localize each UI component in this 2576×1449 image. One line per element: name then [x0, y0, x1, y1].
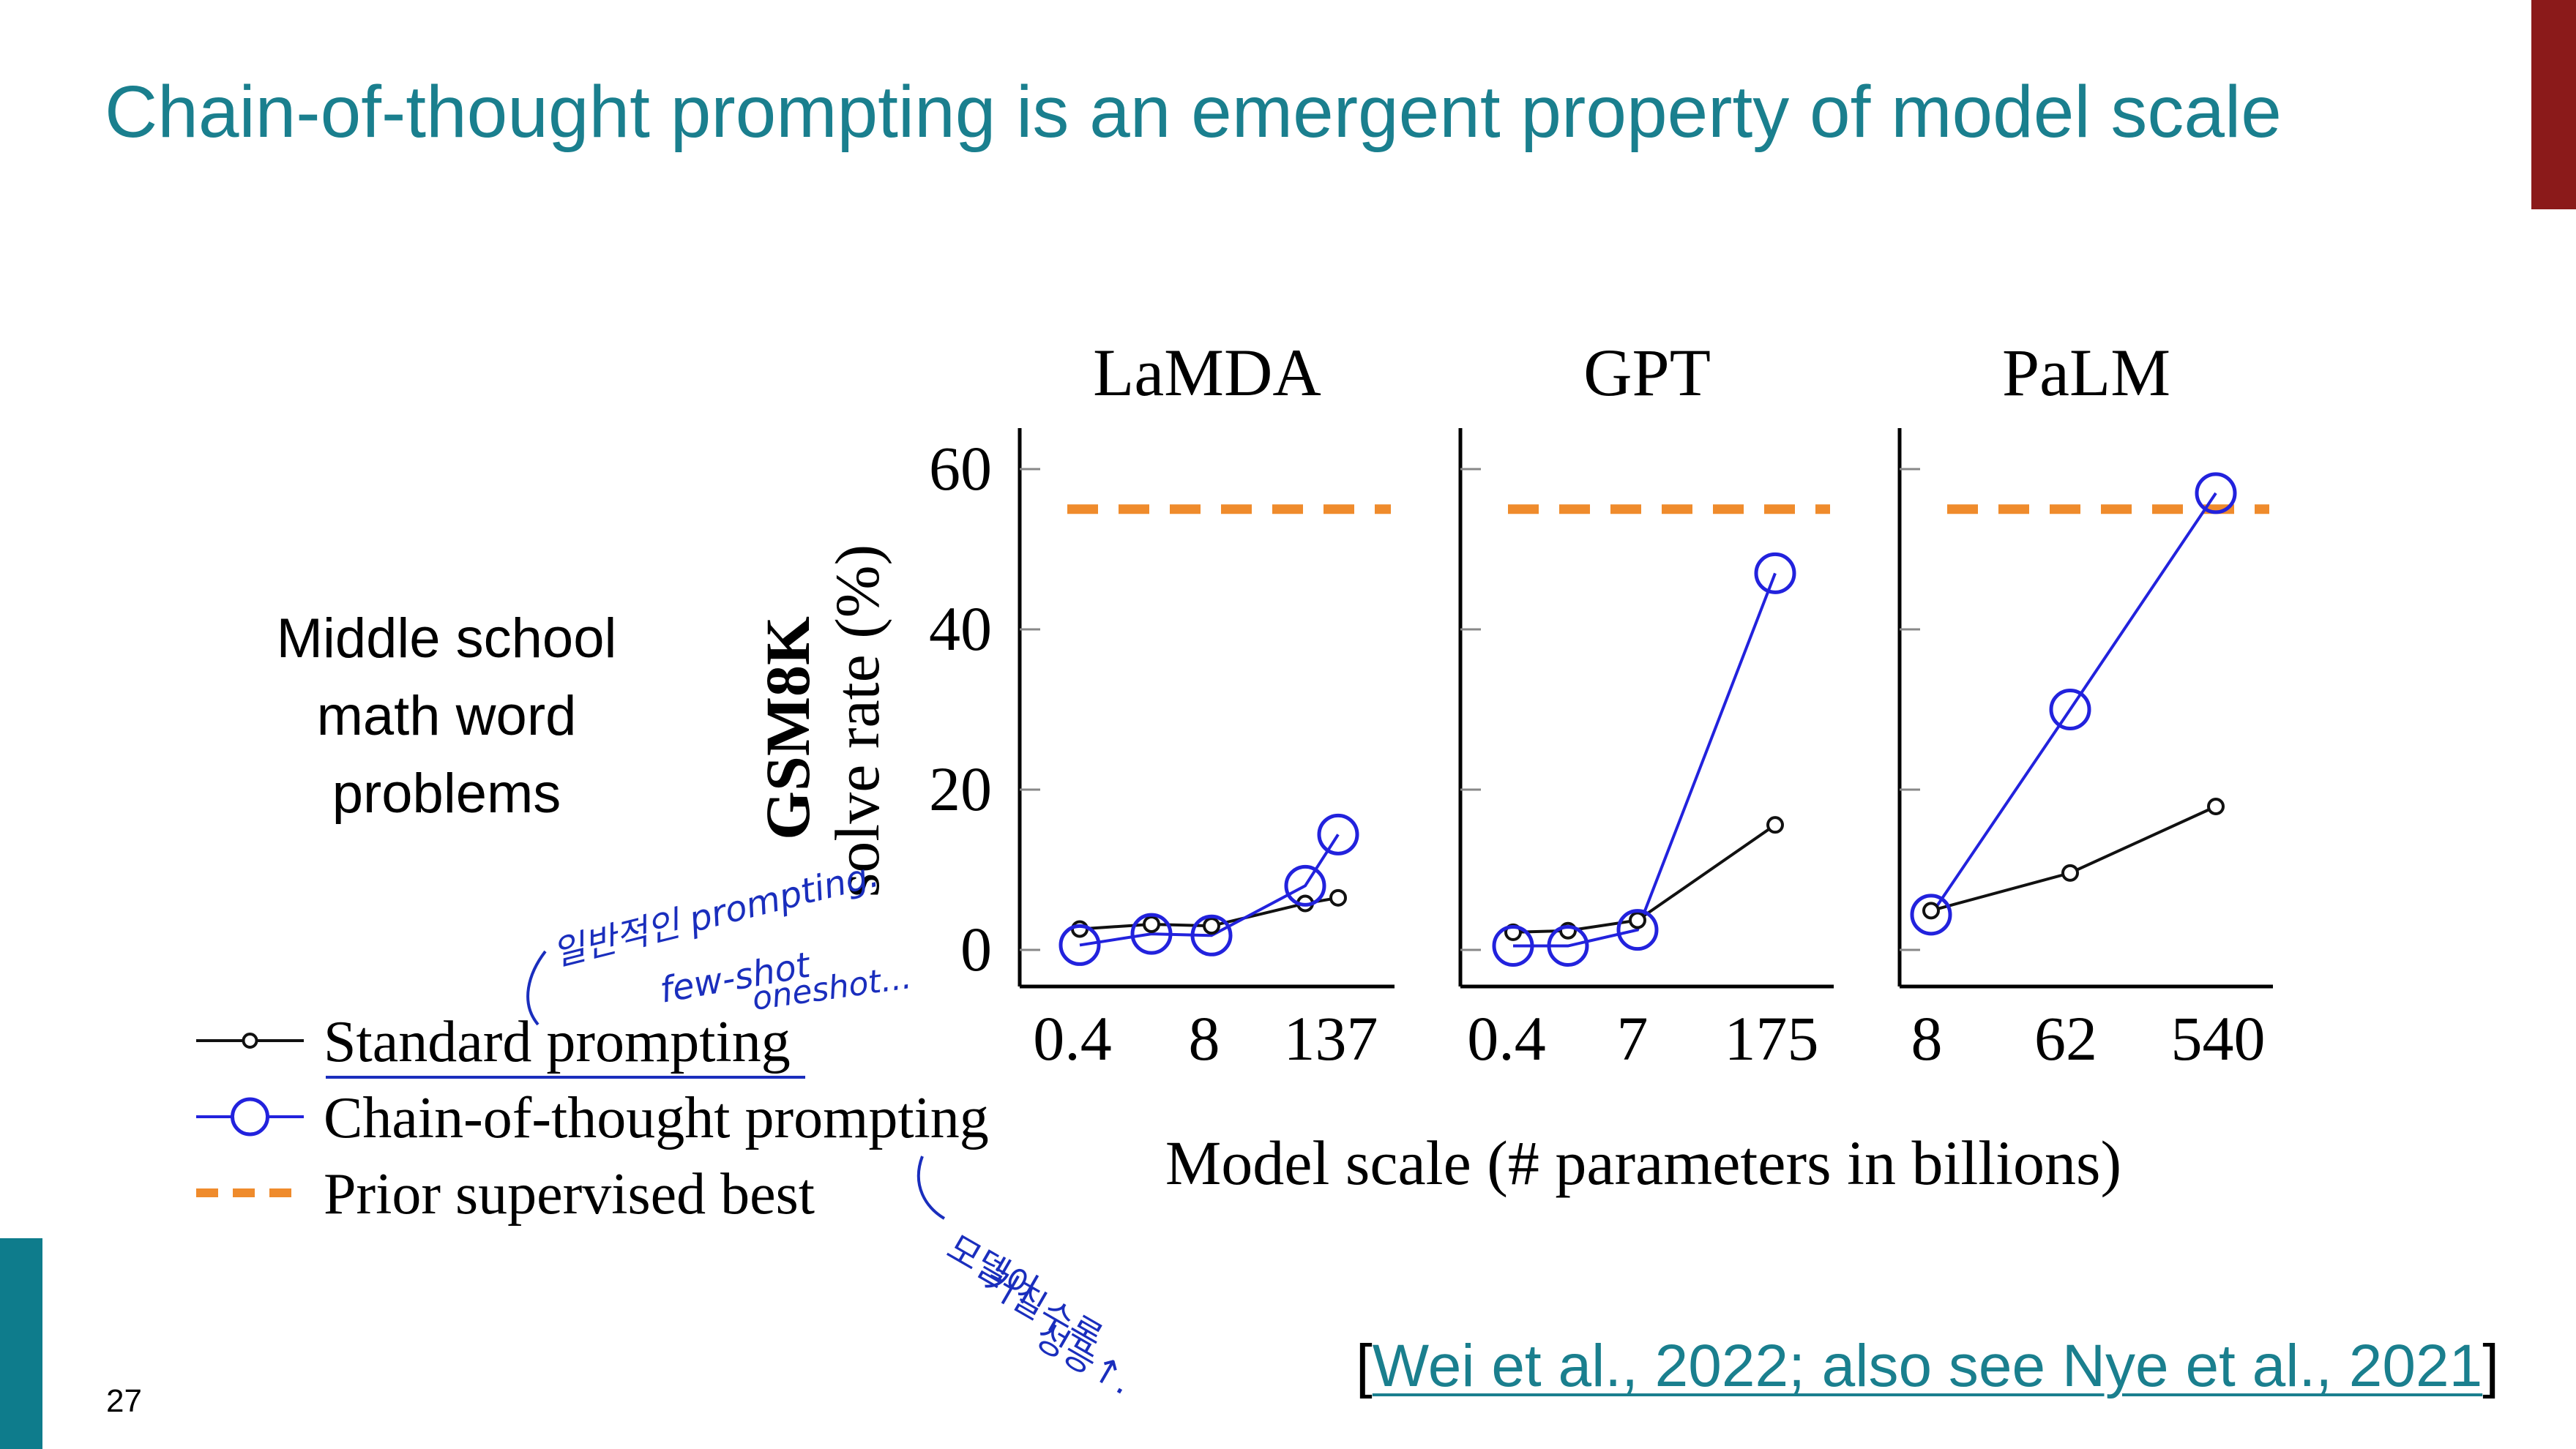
legend-label: Prior supervised best: [324, 1162, 815, 1227]
panel-title: PaLM: [2002, 335, 2170, 410]
x-tick-label: 137: [1284, 1003, 1378, 1074]
legend-standard-marker: [242, 1033, 258, 1049]
x-tick-label: 8: [1189, 1003, 1220, 1074]
description-line: problems: [332, 763, 561, 825]
cot-point: [1547, 925, 1589, 967]
cot-point: [1130, 913, 1173, 955]
chart-description: Middle school math word problems: [253, 600, 641, 833]
cot-point: [2049, 689, 2091, 730]
annotation-arrow: [916, 1156, 946, 1220]
standard-point: [1143, 915, 1160, 933]
standard-series-line: [1930, 805, 2217, 913]
standard-point: [1766, 816, 1784, 834]
panel-title: LaMDA: [1093, 335, 1321, 410]
cot-point: [1059, 924, 1101, 966]
x-tick-label: 540: [2171, 1003, 2266, 1074]
x-tick-label: 0.4: [1467, 1003, 1546, 1074]
annotation-underline: [326, 950, 805, 1079]
y-tick-label: 20: [929, 754, 992, 824]
cot-point: [1754, 552, 1796, 594]
cot-point: [1910, 894, 1952, 936]
cot-point: [1190, 914, 1233, 956]
standard-point: [1071, 920, 1089, 938]
cot-point: [2195, 472, 2237, 514]
y-tick-label: 40: [929, 594, 992, 664]
x-tick-label: 8: [1911, 1003, 1943, 1074]
standard-point: [2061, 864, 2079, 882]
standard-point: [1329, 888, 1347, 907]
y-axis-label-line2: solve rate (%): [822, 544, 892, 897]
citation-bracket-close: ]: [2482, 1333, 2499, 1399]
cot-point: [1317, 813, 1359, 855]
y-axis-label-line1: GSM8K: [753, 616, 823, 840]
standard-point: [1203, 917, 1220, 935]
cot-point: [1284, 864, 1326, 907]
x-tick-label: 0.4: [1033, 1003, 1112, 1074]
legend-label: Standard prompting: [324, 1010, 791, 1074]
red-accent-tab: [2531, 0, 2576, 209]
x-axis-label: Model scale (# parameters in billions): [1165, 1128, 2121, 1198]
cot-series-line: [1930, 492, 2217, 916]
annotation-prompting-line: 일반적인 prompting.: [548, 854, 883, 975]
cot-series-line: [1513, 572, 1777, 948]
description-line: math word: [316, 685, 577, 747]
panel-title: GPT: [1583, 335, 1711, 410]
legend-cot-marker: [231, 1097, 269, 1137]
citation-link[interactable]: Wei et al., 2022; also see Nye et al., 2…: [1372, 1333, 2483, 1399]
cot-point: [1616, 909, 1659, 951]
slide-title: Chain-of-thought prompting is an emergen…: [105, 71, 2282, 153]
standard-point: [1629, 911, 1646, 929]
y-tick-label: 60: [929, 433, 992, 503]
cot-point: [1492, 925, 1534, 967]
standard-point: [2207, 797, 2225, 815]
y-tick-label: 0: [960, 914, 992, 984]
standard-point: [1922, 902, 1940, 920]
description-line: Middle school: [276, 607, 617, 670]
x-tick-label: 7: [1617, 1003, 1649, 1074]
citation-bracket-open: [: [1356, 1333, 1373, 1399]
legend-label: Chain-of-thought prompting: [324, 1086, 989, 1150]
page-number: 27: [106, 1383, 142, 1419]
citation: [Wei et al., 2022; also see Nye et al., …: [1356, 1332, 2499, 1401]
x-tick-label: 62: [2034, 1003, 2097, 1074]
x-tick-label: 175: [1725, 1003, 1819, 1074]
teal-accent-bar: [0, 1238, 42, 1449]
standard-series-line: [1512, 823, 1777, 934]
